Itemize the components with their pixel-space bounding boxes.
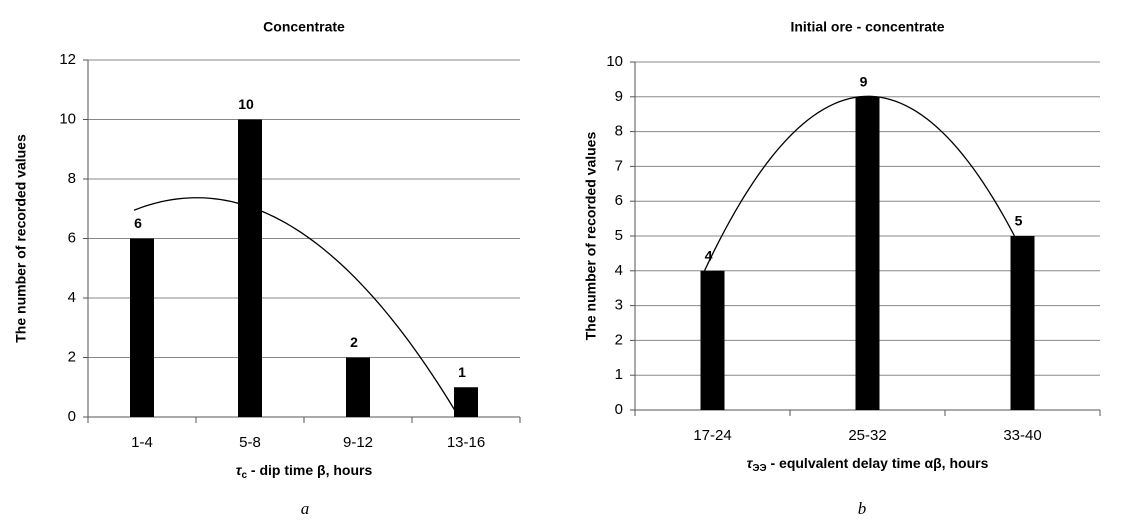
y-tick-label: 10 bbox=[606, 53, 623, 70]
x-axis-subscript: c bbox=[241, 470, 247, 481]
data-label: 6 bbox=[134, 215, 142, 231]
x-tick-label: 5-8 bbox=[239, 434, 261, 451]
data-label: 9 bbox=[860, 74, 868, 90]
x-axis-text: - dip time β, hours bbox=[247, 462, 372, 478]
bar bbox=[346, 357, 370, 417]
x-axis-symbol: τ bbox=[236, 462, 243, 478]
y-tick-label: 7 bbox=[615, 157, 623, 174]
y-axis-label: The number of recorded values bbox=[13, 134, 29, 343]
y-tick-label: 4 bbox=[615, 262, 623, 279]
chart-title: Initial ore - concentrate bbox=[790, 19, 944, 35]
data-label: 4 bbox=[705, 248, 713, 264]
caption: a bbox=[301, 499, 310, 518]
y-axis-label: The number of recorded values bbox=[583, 132, 599, 341]
y-tick-label: 9 bbox=[615, 88, 623, 105]
x-axis-symbol: τ bbox=[747, 455, 754, 471]
data-label: 5 bbox=[1015, 213, 1023, 229]
bar bbox=[1010, 236, 1035, 410]
y-tick-label: 6 bbox=[68, 229, 76, 246]
trend-curve bbox=[133, 197, 459, 416]
y-tick-label: 12 bbox=[59, 51, 76, 68]
x-tick-label: 13-16 bbox=[447, 434, 485, 451]
chart-title: Concentrate bbox=[263, 19, 345, 35]
x-axis-label: τЭЭ - equlvalent delay time αβ, hours bbox=[747, 455, 989, 474]
y-tick-label: 3 bbox=[615, 297, 623, 314]
y-tick-label: 4 bbox=[68, 289, 76, 306]
bar bbox=[700, 270, 725, 410]
y-tick-label: 8 bbox=[68, 170, 76, 187]
bar bbox=[855, 96, 880, 411]
caption: b bbox=[858, 499, 867, 518]
x-axis-text: - equlvalent delay time αβ, hours bbox=[767, 455, 989, 471]
trend-curve bbox=[703, 95, 1016, 272]
y-tick-label: 2 bbox=[615, 331, 623, 348]
y-tick-label: 2 bbox=[68, 348, 76, 365]
x-tick-label: 25-32 bbox=[848, 427, 886, 444]
y-tick-label: 0 bbox=[615, 401, 623, 418]
x-axis-label: τc - dip time β, hours bbox=[236, 462, 373, 481]
y-tick-label: 10 bbox=[59, 110, 76, 127]
x-tick-label: 17-24 bbox=[693, 427, 731, 444]
bar bbox=[238, 119, 262, 417]
data-label: 10 bbox=[238, 96, 254, 112]
y-tick-label: 0 bbox=[68, 408, 76, 425]
x-tick-label: 33-40 bbox=[1003, 427, 1041, 444]
y-tick-label: 8 bbox=[615, 123, 623, 140]
data-label: 1 bbox=[458, 364, 466, 380]
bar bbox=[130, 238, 154, 417]
x-tick-label: 9-12 bbox=[343, 434, 373, 451]
y-tick-label: 6 bbox=[615, 192, 623, 209]
data-label: 2 bbox=[350, 334, 358, 350]
bar bbox=[454, 387, 478, 417]
y-tick-label: 5 bbox=[615, 227, 623, 244]
y-tick-label: 1 bbox=[615, 366, 623, 383]
x-tick-label: 1-4 bbox=[131, 434, 153, 451]
x-axis-subscript: ЭЭ bbox=[752, 463, 766, 474]
